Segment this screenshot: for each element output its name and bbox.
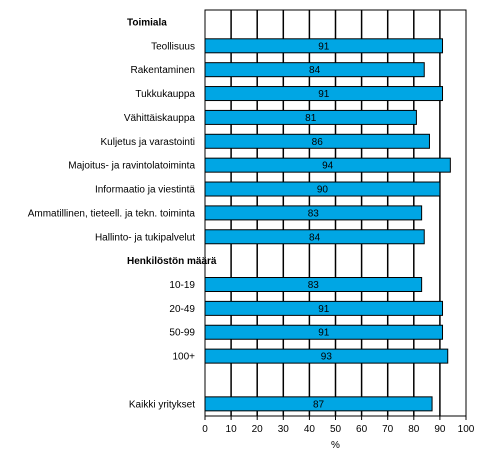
value-label: 86	[312, 137, 324, 148]
x-tick-label: 60	[356, 424, 368, 435]
value-label: 87	[313, 399, 325, 410]
category-label: 50-99	[169, 328, 195, 339]
x-tick-label: 30	[278, 424, 290, 435]
value-label: 93	[321, 352, 333, 363]
category-label: Tukkukauppa	[135, 89, 195, 100]
category-label: Kaikki yritykset	[129, 399, 195, 410]
value-label: 90	[317, 185, 329, 196]
category-label: 20-49	[169, 304, 195, 315]
value-label: 83	[308, 280, 320, 291]
category-label: 100+	[172, 352, 195, 363]
x-tick-label: 100	[458, 424, 475, 435]
x-tick-label: 10	[226, 424, 238, 435]
x-tick-label: 50	[330, 424, 342, 435]
group-heading: Henkilöstön määrä	[127, 256, 217, 267]
value-label: 91	[318, 328, 330, 339]
x-tick-label: 40	[304, 424, 316, 435]
x-tick-label: 20	[252, 424, 264, 435]
category-label: Hallinto- ja tukipalvelut	[95, 232, 195, 243]
value-label: 84	[309, 232, 321, 243]
x-tick-label: 70	[382, 424, 394, 435]
category-label: Majoitus- ja ravintolatoiminta	[68, 161, 195, 172]
value-label: 91	[318, 304, 330, 315]
labels: Toimiala Teollisuus 91 Rakentaminen 84 Tukkuk…	[28, 17, 334, 410]
category-label: Rakentaminen	[131, 65, 195, 76]
x-tick-label: 80	[408, 424, 420, 435]
category-label: Teollisuus	[151, 41, 195, 52]
category-label: Kuljetus ja varastointi	[101, 137, 196, 148]
value-label: 91	[318, 41, 330, 52]
category-label: 10-19	[169, 280, 195, 291]
category-label: Vähittäiskauppa	[124, 113, 196, 124]
value-label: 81	[305, 113, 317, 124]
x-tick-label: 90	[434, 424, 446, 435]
value-label: 94	[322, 161, 334, 172]
value-label: 83	[308, 208, 320, 219]
category-label: Ammatillinen, tieteell. ja tekn. toimint…	[28, 208, 196, 219]
x-axis: 0 10 20 30 40 50 60 70 80 90 100	[202, 416, 475, 435]
value-label: 84	[309, 65, 321, 76]
value-label: 91	[318, 89, 330, 100]
x-axis-label: %	[331, 440, 340, 451]
group-heading: Toimiala	[127, 17, 167, 28]
x-tick-label: 0	[202, 424, 208, 435]
category-label: Informaatio ja viestintä	[95, 185, 195, 196]
